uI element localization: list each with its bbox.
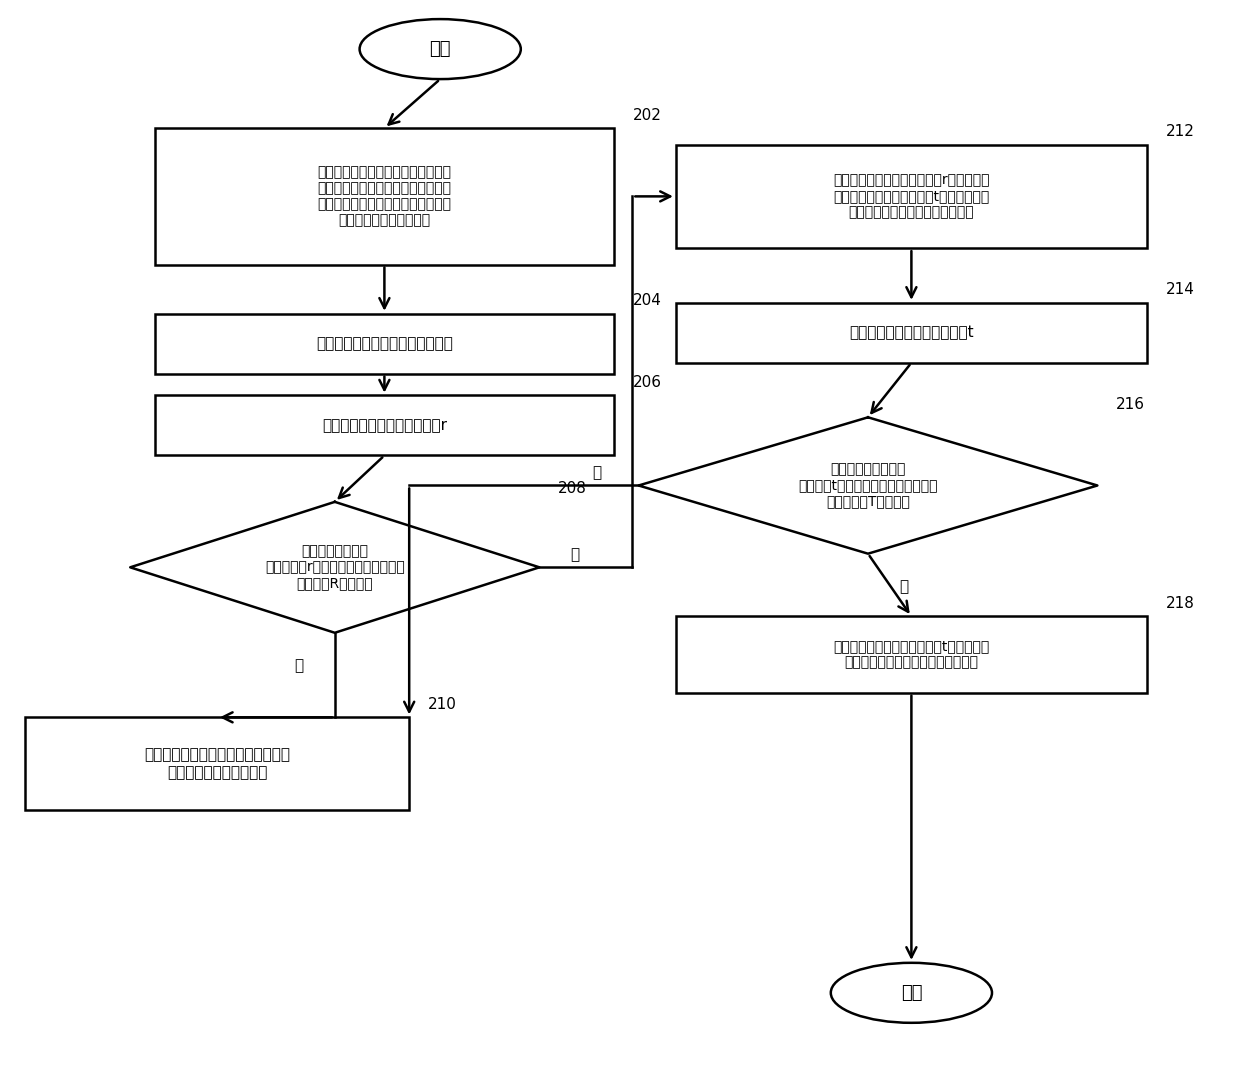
Text: 接收责任人电子身份标签信息r: 接收责任人电子身份标签信息r bbox=[322, 418, 446, 433]
Text: 208: 208 bbox=[558, 481, 587, 496]
Ellipse shape bbox=[831, 963, 992, 1023]
Text: 214: 214 bbox=[1166, 283, 1194, 298]
Text: 接收危化品电子身份标签信息t: 接收危化品电子身份标签信息t bbox=[849, 325, 973, 340]
Text: 204: 204 bbox=[632, 293, 661, 308]
Text: 根据业务流程，动态配置流程实例: 根据业务流程，动态配置流程实例 bbox=[316, 336, 453, 351]
Text: 结束: 结束 bbox=[900, 984, 923, 1002]
Ellipse shape bbox=[360, 19, 521, 80]
Text: 218: 218 bbox=[1166, 596, 1194, 611]
Text: 判断责任人电子身
份标签信息r和调度任务中计划责任人
身份信息R是否匹配: 判断责任人电子身 份标签信息r和调度任务中计划责任人 身份信息R是否匹配 bbox=[265, 544, 404, 590]
FancyBboxPatch shape bbox=[155, 395, 614, 456]
Text: 212: 212 bbox=[1166, 124, 1194, 140]
Text: 202: 202 bbox=[632, 108, 661, 123]
Text: 开始: 开始 bbox=[429, 40, 451, 58]
Text: 生成异常数据信息，并将异常数据信
息发送至现场执行终端；: 生成异常数据信息，并将异常数据信 息发送至现场执行终端； bbox=[144, 747, 290, 780]
Text: 否: 否 bbox=[593, 465, 601, 480]
Text: 否: 否 bbox=[295, 658, 304, 673]
FancyBboxPatch shape bbox=[155, 129, 614, 265]
Text: 206: 206 bbox=[632, 375, 661, 391]
Text: 是: 是 bbox=[570, 547, 579, 562]
Text: 维护基础数据信息，并将现场执行终
端的数据信息关联到管理区域信息，
以供现场执行终端获取数据信息与管
理区域信息的关联关系；: 维护基础数据信息，并将现场执行终 端的数据信息关联到管理区域信息， 以供现场执行… bbox=[317, 165, 451, 228]
Text: 判断危化品电子身份
标签信息t和调度任务中计划危化品身
份标签信息T是否匹配: 判断危化品电子身份 标签信息t和调度任务中计划危化品身 份标签信息T是否匹配 bbox=[799, 463, 937, 508]
Text: 210: 210 bbox=[428, 697, 456, 712]
Text: 显示危化品电子身份标签信息t，并将匹配
成功的提示信息发送至现场执行终端: 显示危化品电子身份标签信息t，并将匹配 成功的提示信息发送至现场执行终端 bbox=[833, 639, 990, 670]
FancyBboxPatch shape bbox=[25, 718, 409, 810]
Polygon shape bbox=[639, 417, 1097, 553]
Text: 216: 216 bbox=[1116, 397, 1145, 411]
Polygon shape bbox=[130, 502, 539, 633]
FancyBboxPatch shape bbox=[676, 302, 1147, 362]
FancyBboxPatch shape bbox=[155, 313, 614, 373]
FancyBboxPatch shape bbox=[676, 145, 1147, 248]
Text: 显示责任人电子身份标签信息r，并发送采
集危险品电子身份标签信息t的指令以及匹
配成功的提示信息至现场执行终端: 显示责任人电子身份标签信息r，并发送采 集危险品电子身份标签信息t的指令以及匹 … bbox=[833, 173, 990, 219]
FancyBboxPatch shape bbox=[676, 616, 1147, 693]
Text: 是: 是 bbox=[899, 579, 908, 594]
